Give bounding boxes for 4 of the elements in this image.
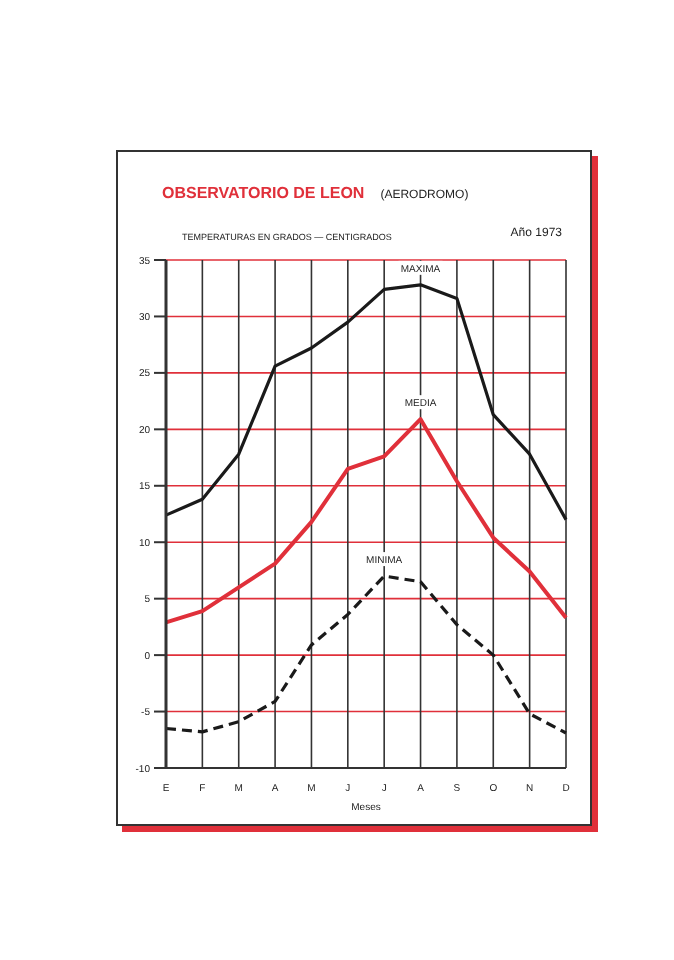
line-series	[164, 574, 568, 735]
line-series	[164, 283, 568, 522]
line-series	[164, 417, 568, 625]
chart-title: OBSERVATORIO DE LEON	[162, 184, 365, 202]
